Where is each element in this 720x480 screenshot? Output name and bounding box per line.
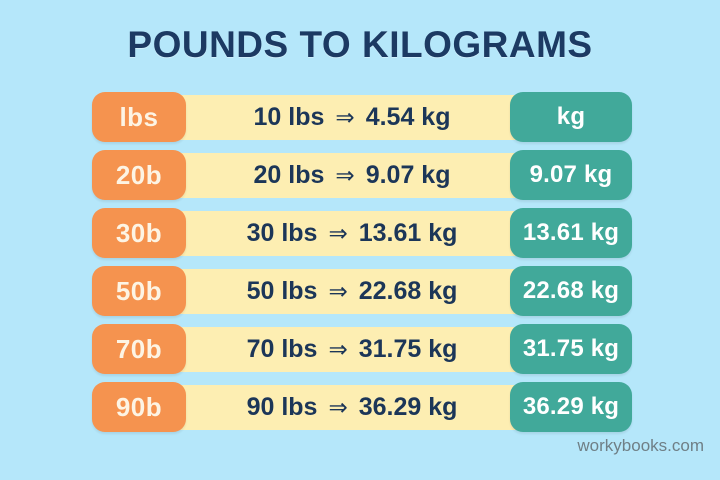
- equation-from-value: 30 lbs: [246, 218, 318, 247]
- result-badge: 22.68 kg: [510, 266, 632, 316]
- right-double-arrow-icon: ⇒: [335, 161, 355, 188]
- table-row: 20b 20 lbs ⇒ 9.07 kg 9.07 kg: [92, 150, 632, 200]
- result-badge: kg: [510, 92, 632, 142]
- unit-badge: 20b: [92, 150, 186, 200]
- unit-badge: 50b: [92, 266, 186, 316]
- conversion-equation: 90 lbs ⇒ 36.29 kg: [202, 382, 502, 432]
- page-title: POUNDS TO KILOGRAMS: [127, 24, 593, 65]
- conversion-equation: 10 lbs ⇒ 4.54 kg: [202, 92, 502, 142]
- conversion-equation: 20 lbs ⇒ 9.07 kg: [202, 150, 502, 200]
- table-row: 50b 50 lbs ⇒ 22.68 kg 22.68 kg: [92, 266, 632, 316]
- conversion-equation: 30 lbs ⇒ 13.61 kg: [202, 208, 502, 258]
- conversion-table: lbs 10 lbs ⇒ 4.54 kg kg 20b 20 lbs ⇒ 9.0…: [92, 92, 632, 440]
- unit-badge: lbs: [92, 92, 186, 142]
- result-badge: 36.29 kg: [510, 382, 632, 432]
- equation-from-value: 50 lbs: [246, 276, 318, 305]
- right-double-arrow-icon: ⇒: [335, 103, 355, 130]
- equation-from-value: 20 lbs: [253, 160, 325, 189]
- result-badge: 9.07 kg: [510, 150, 632, 200]
- unit-badge: 70b: [92, 324, 186, 374]
- result-badge: 13.61 kg: [510, 208, 632, 258]
- conversion-equation: 50 lbs ⇒ 22.68 kg: [202, 266, 502, 316]
- right-double-arrow-icon: ⇒: [328, 219, 348, 246]
- table-row: 30b 30 lbs ⇒ 13.61 kg 13.61 kg: [92, 208, 632, 258]
- right-double-arrow-icon: ⇒: [328, 277, 348, 304]
- equation-from-value: 90 lbs: [246, 392, 318, 421]
- right-double-arrow-icon: ⇒: [328, 393, 348, 420]
- unit-badge: 30b: [92, 208, 186, 258]
- right-double-arrow-icon: ⇒: [328, 335, 348, 362]
- equation-from-value: 10 lbs: [253, 102, 325, 131]
- equation-from-value: 70 lbs: [246, 334, 318, 363]
- unit-badge: 90b: [92, 382, 186, 432]
- table-row: 90b 90 lbs ⇒ 36.29 kg 36.29 kg: [92, 382, 632, 432]
- table-row: 70b 70 lbs ⇒ 31.75 kg 31.75 kg: [92, 324, 632, 374]
- equation-to-value: 36.29 kg: [358, 392, 458, 421]
- equation-to-value: 22.68 kg: [358, 276, 458, 305]
- equation-to-value: 31.75 kg: [358, 334, 458, 363]
- equation-to-value: 13.61 kg: [358, 218, 458, 247]
- equation-to-value: 9.07 kg: [365, 160, 451, 189]
- watermark: workybooks.com: [577, 436, 704, 455]
- conversion-equation: 70 lbs ⇒ 31.75 kg: [202, 324, 502, 374]
- equation-to-value: 4.54 kg: [365, 102, 451, 131]
- result-badge: 31.75 kg: [510, 324, 632, 374]
- table-row: lbs 10 lbs ⇒ 4.54 kg kg: [92, 92, 632, 142]
